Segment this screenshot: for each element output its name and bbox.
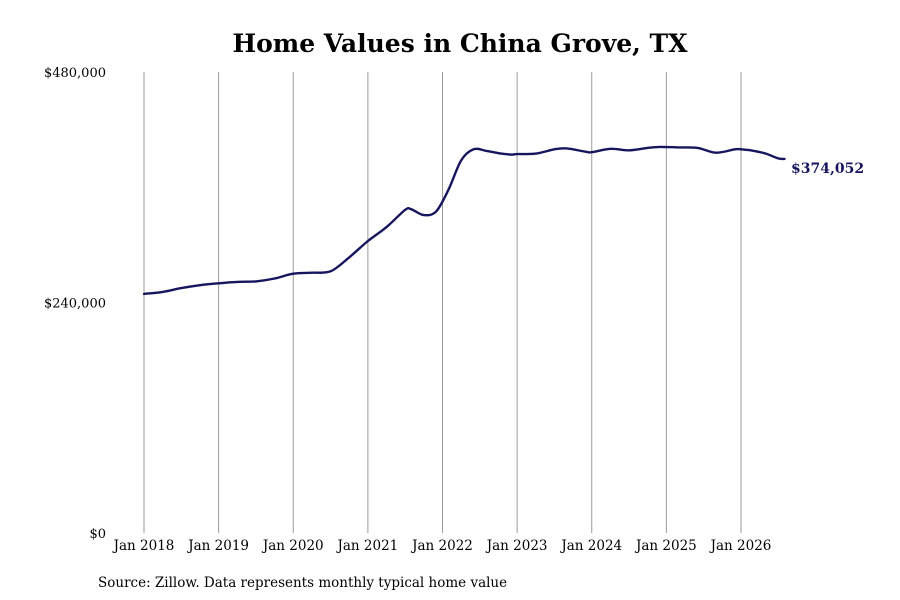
vertical-gridlines [143,72,742,533]
x-tick-label: Jan 2018 [112,538,175,554]
y-tick-label: $0 [89,527,106,542]
chart-title: Home Values in China Grove, TX [232,29,688,58]
x-tick-label: Jan 2026 [709,538,772,554]
y-tick-label: $240,000 [44,297,106,312]
y-tick-label: $480,000 [44,66,106,81]
source-note: Source: Zillow. Data represents monthly … [98,575,507,591]
end-value-label: $374,052 [791,161,864,177]
x-tick-label: Jan 2021 [335,538,398,554]
series-group [142,145,786,296]
series-line [142,145,786,296]
y-axis-tick-labels: $0 $240,000 $480,000 [44,66,106,542]
x-tick-label: Jan 2022 [410,538,473,554]
x-tick-label: Jan 2020 [261,538,324,554]
x-tick-label: Jan 2024 [559,538,622,554]
x-tick-label: Jan 2025 [634,538,697,554]
x-tick-label: Jan 2023 [485,538,548,554]
x-axis-tick-labels: Jan 2018 Jan 2019 Jan 2020 Jan 2021 Jan 2022… [112,538,772,554]
x-tick-label: Jan 2019 [186,538,249,554]
